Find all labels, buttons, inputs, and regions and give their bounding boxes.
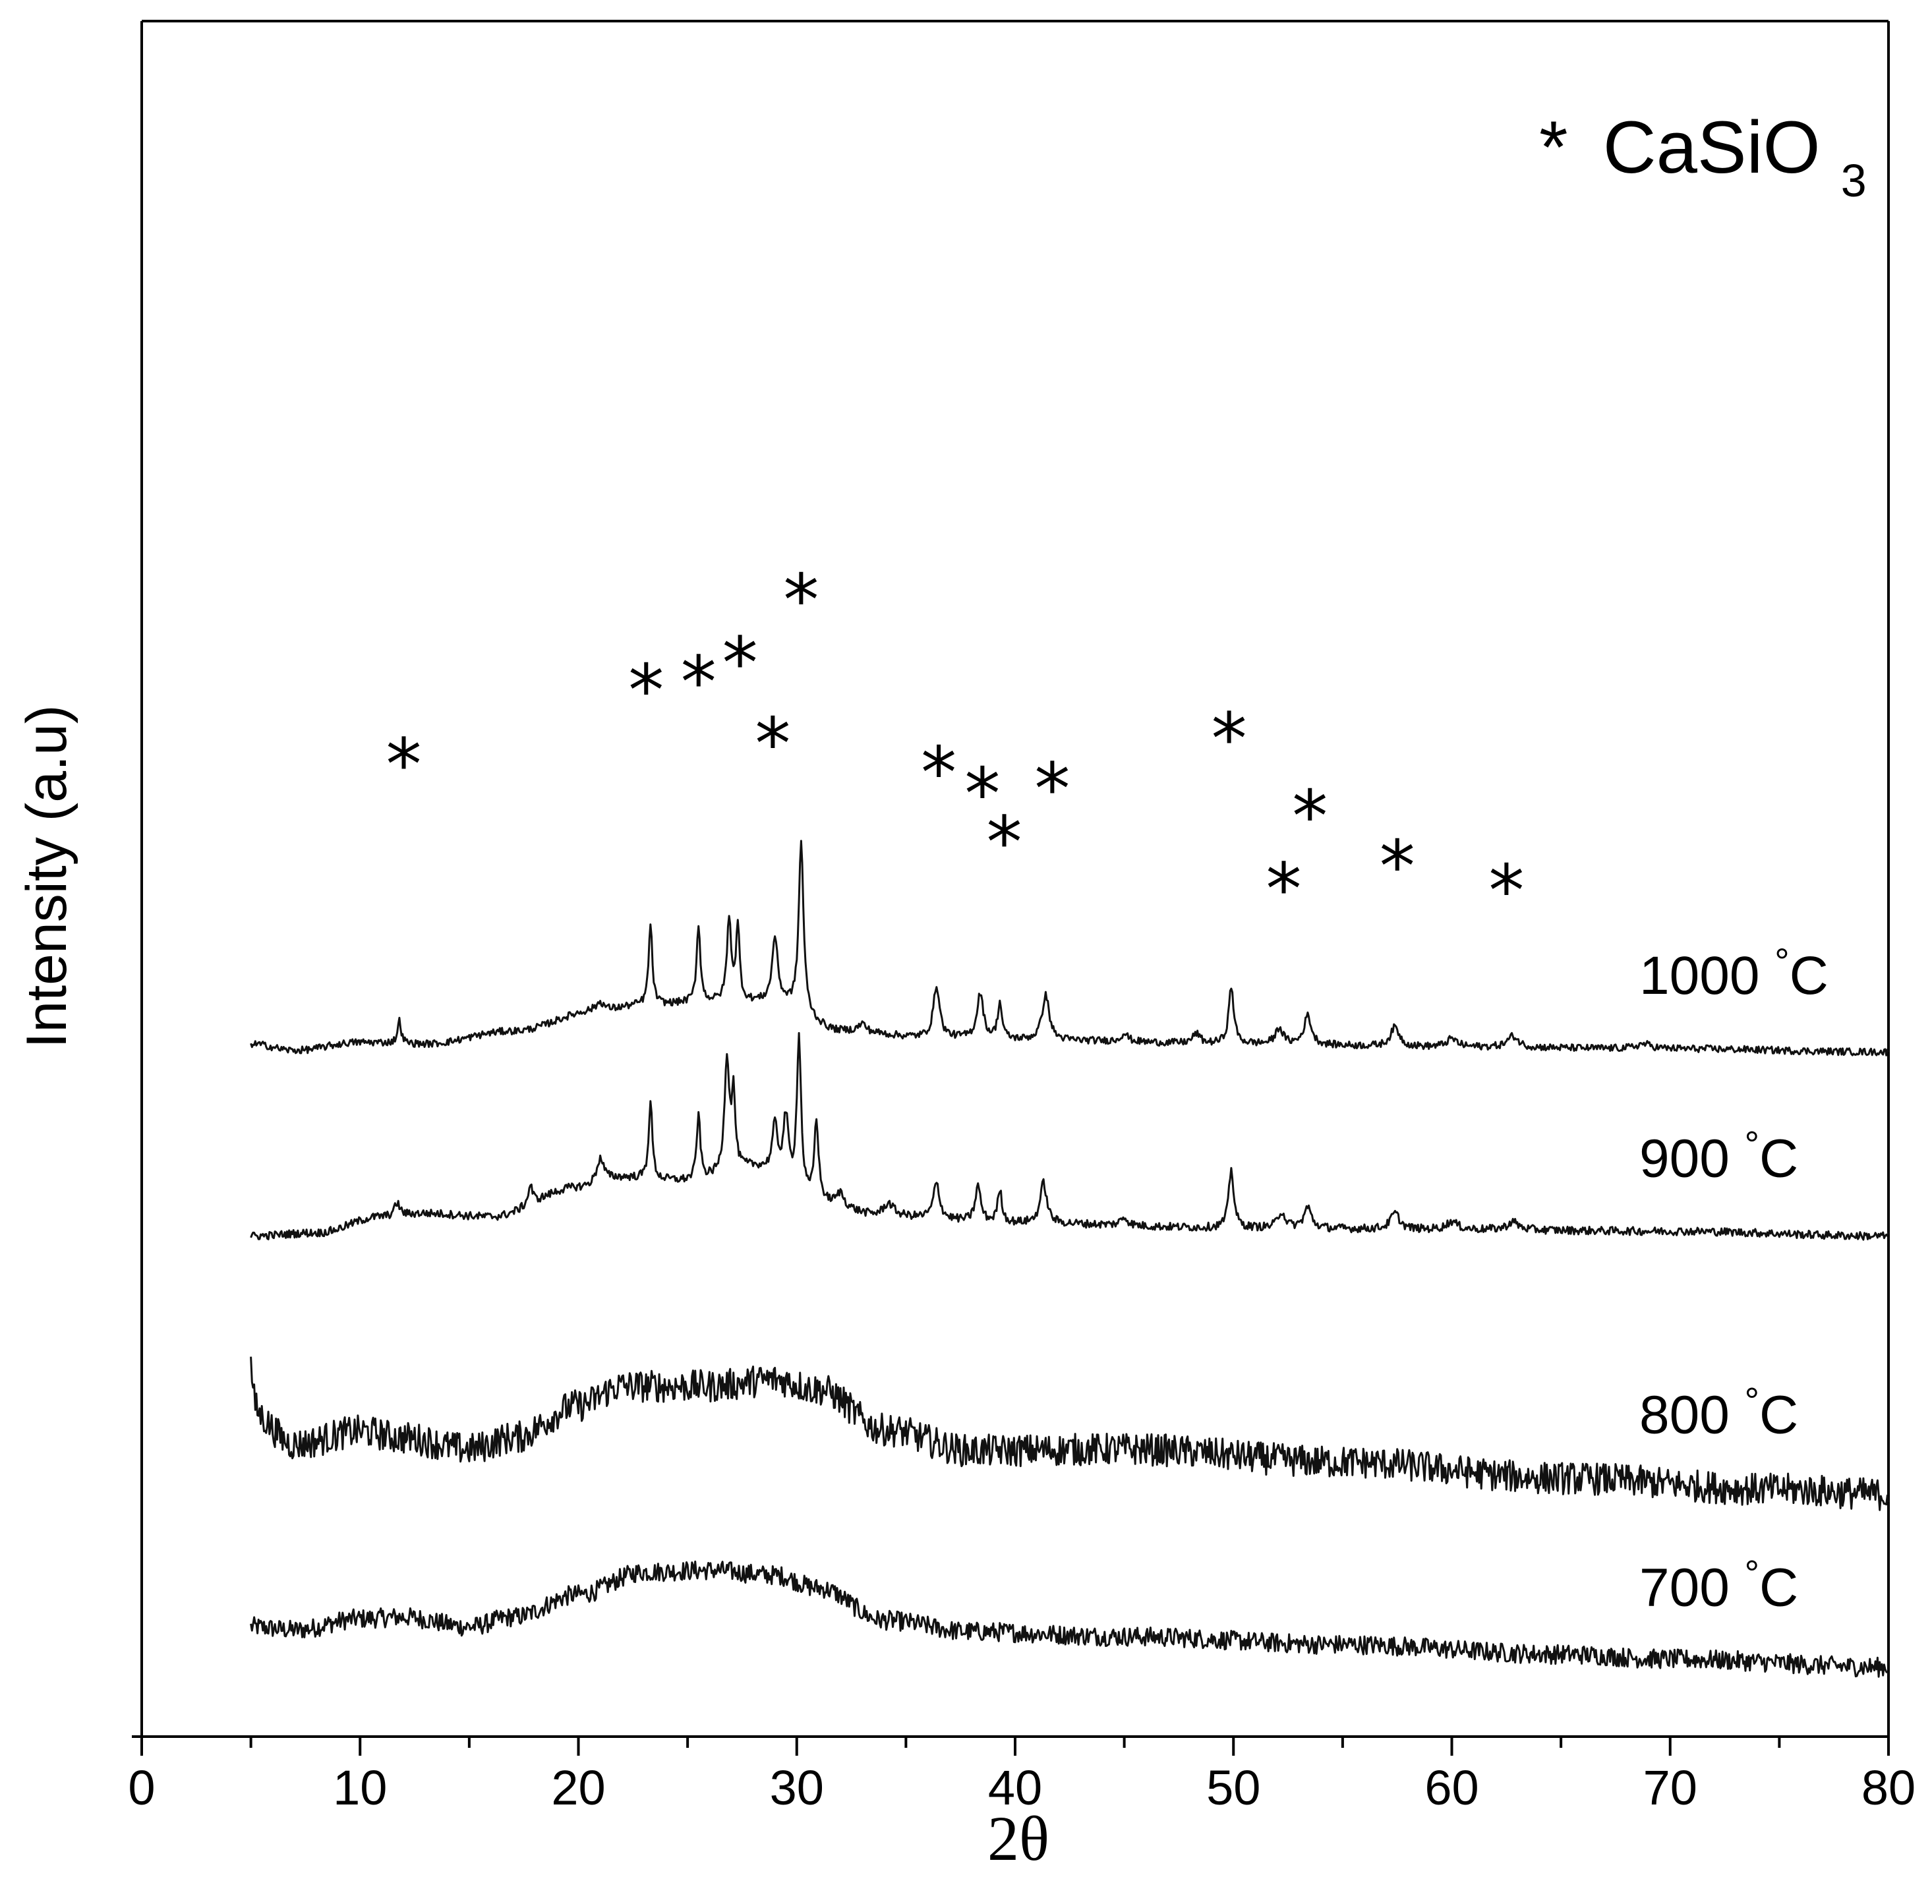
peak-marker-11: *	[1212, 698, 1247, 780]
x-tick-label-0: 0	[128, 1760, 155, 1815]
peak-marker-10: *	[1034, 748, 1070, 830]
legend: * CaSiO 3	[1539, 106, 1867, 206]
series-label-1000: 1000 °C	[1639, 940, 1829, 1006]
peak-marker-13: *	[1292, 776, 1328, 858]
x-tick-label-50: 50	[1206, 1760, 1260, 1815]
series-group: 700 °C 800 °C 900 °C 1000 °C	[250, 840, 1890, 1678]
series-line-900	[250, 1032, 1890, 1241]
x-tick-label-30: 30	[770, 1760, 824, 1815]
x-axis-label: 2θ	[987, 1803, 1049, 1874]
x-tick-label-80: 80	[1861, 1760, 1916, 1815]
x-axis-ticks: 0 10 20 30 40 50 60 70 80	[128, 1737, 1916, 1815]
legend-symbol: *	[1539, 106, 1568, 188]
legend-text: CaSiO	[1603, 106, 1821, 188]
x-tick-label-60: 60	[1424, 1760, 1478, 1815]
plot-frame	[132, 20, 1890, 1738]
legend-subscript: 3	[1841, 155, 1867, 206]
series-label-900: 900 °C	[1639, 1124, 1798, 1189]
series-line-1000	[250, 840, 1890, 1056]
peak-marker-1: *	[386, 724, 422, 807]
x-tick-label-20: 20	[551, 1760, 605, 1815]
peak-annotations: ** * **** ******* *	[386, 560, 1525, 933]
peak-marker-3: *	[681, 642, 717, 724]
peak-marker-12: *	[1266, 848, 1301, 931]
series-label-800: 800 °C	[1639, 1380, 1798, 1445]
x-tick-label-70: 70	[1643, 1760, 1697, 1815]
x-tick-label-40: 40	[988, 1760, 1042, 1815]
x-tick-label-10: 10	[333, 1760, 387, 1815]
peak-marker-5: *	[755, 703, 790, 786]
peak-marker-4: *	[722, 622, 758, 705]
peak-marker-15: *	[1488, 850, 1524, 933]
y-axis-label: Intensity (a.u)	[15, 705, 78, 1049]
peak-marker-14: *	[1380, 826, 1415, 908]
peak-marker-6: *	[783, 560, 819, 642]
series-line-700	[250, 1560, 1890, 1678]
peak-marker-2: *	[628, 650, 664, 732]
peak-marker-8: *	[964, 753, 1000, 836]
series-line-800	[250, 1356, 1890, 1511]
series-label-700: 700 °C	[1639, 1553, 1798, 1618]
peak-marker-9: *	[986, 801, 1022, 884]
peak-marker-7: *	[921, 732, 956, 815]
